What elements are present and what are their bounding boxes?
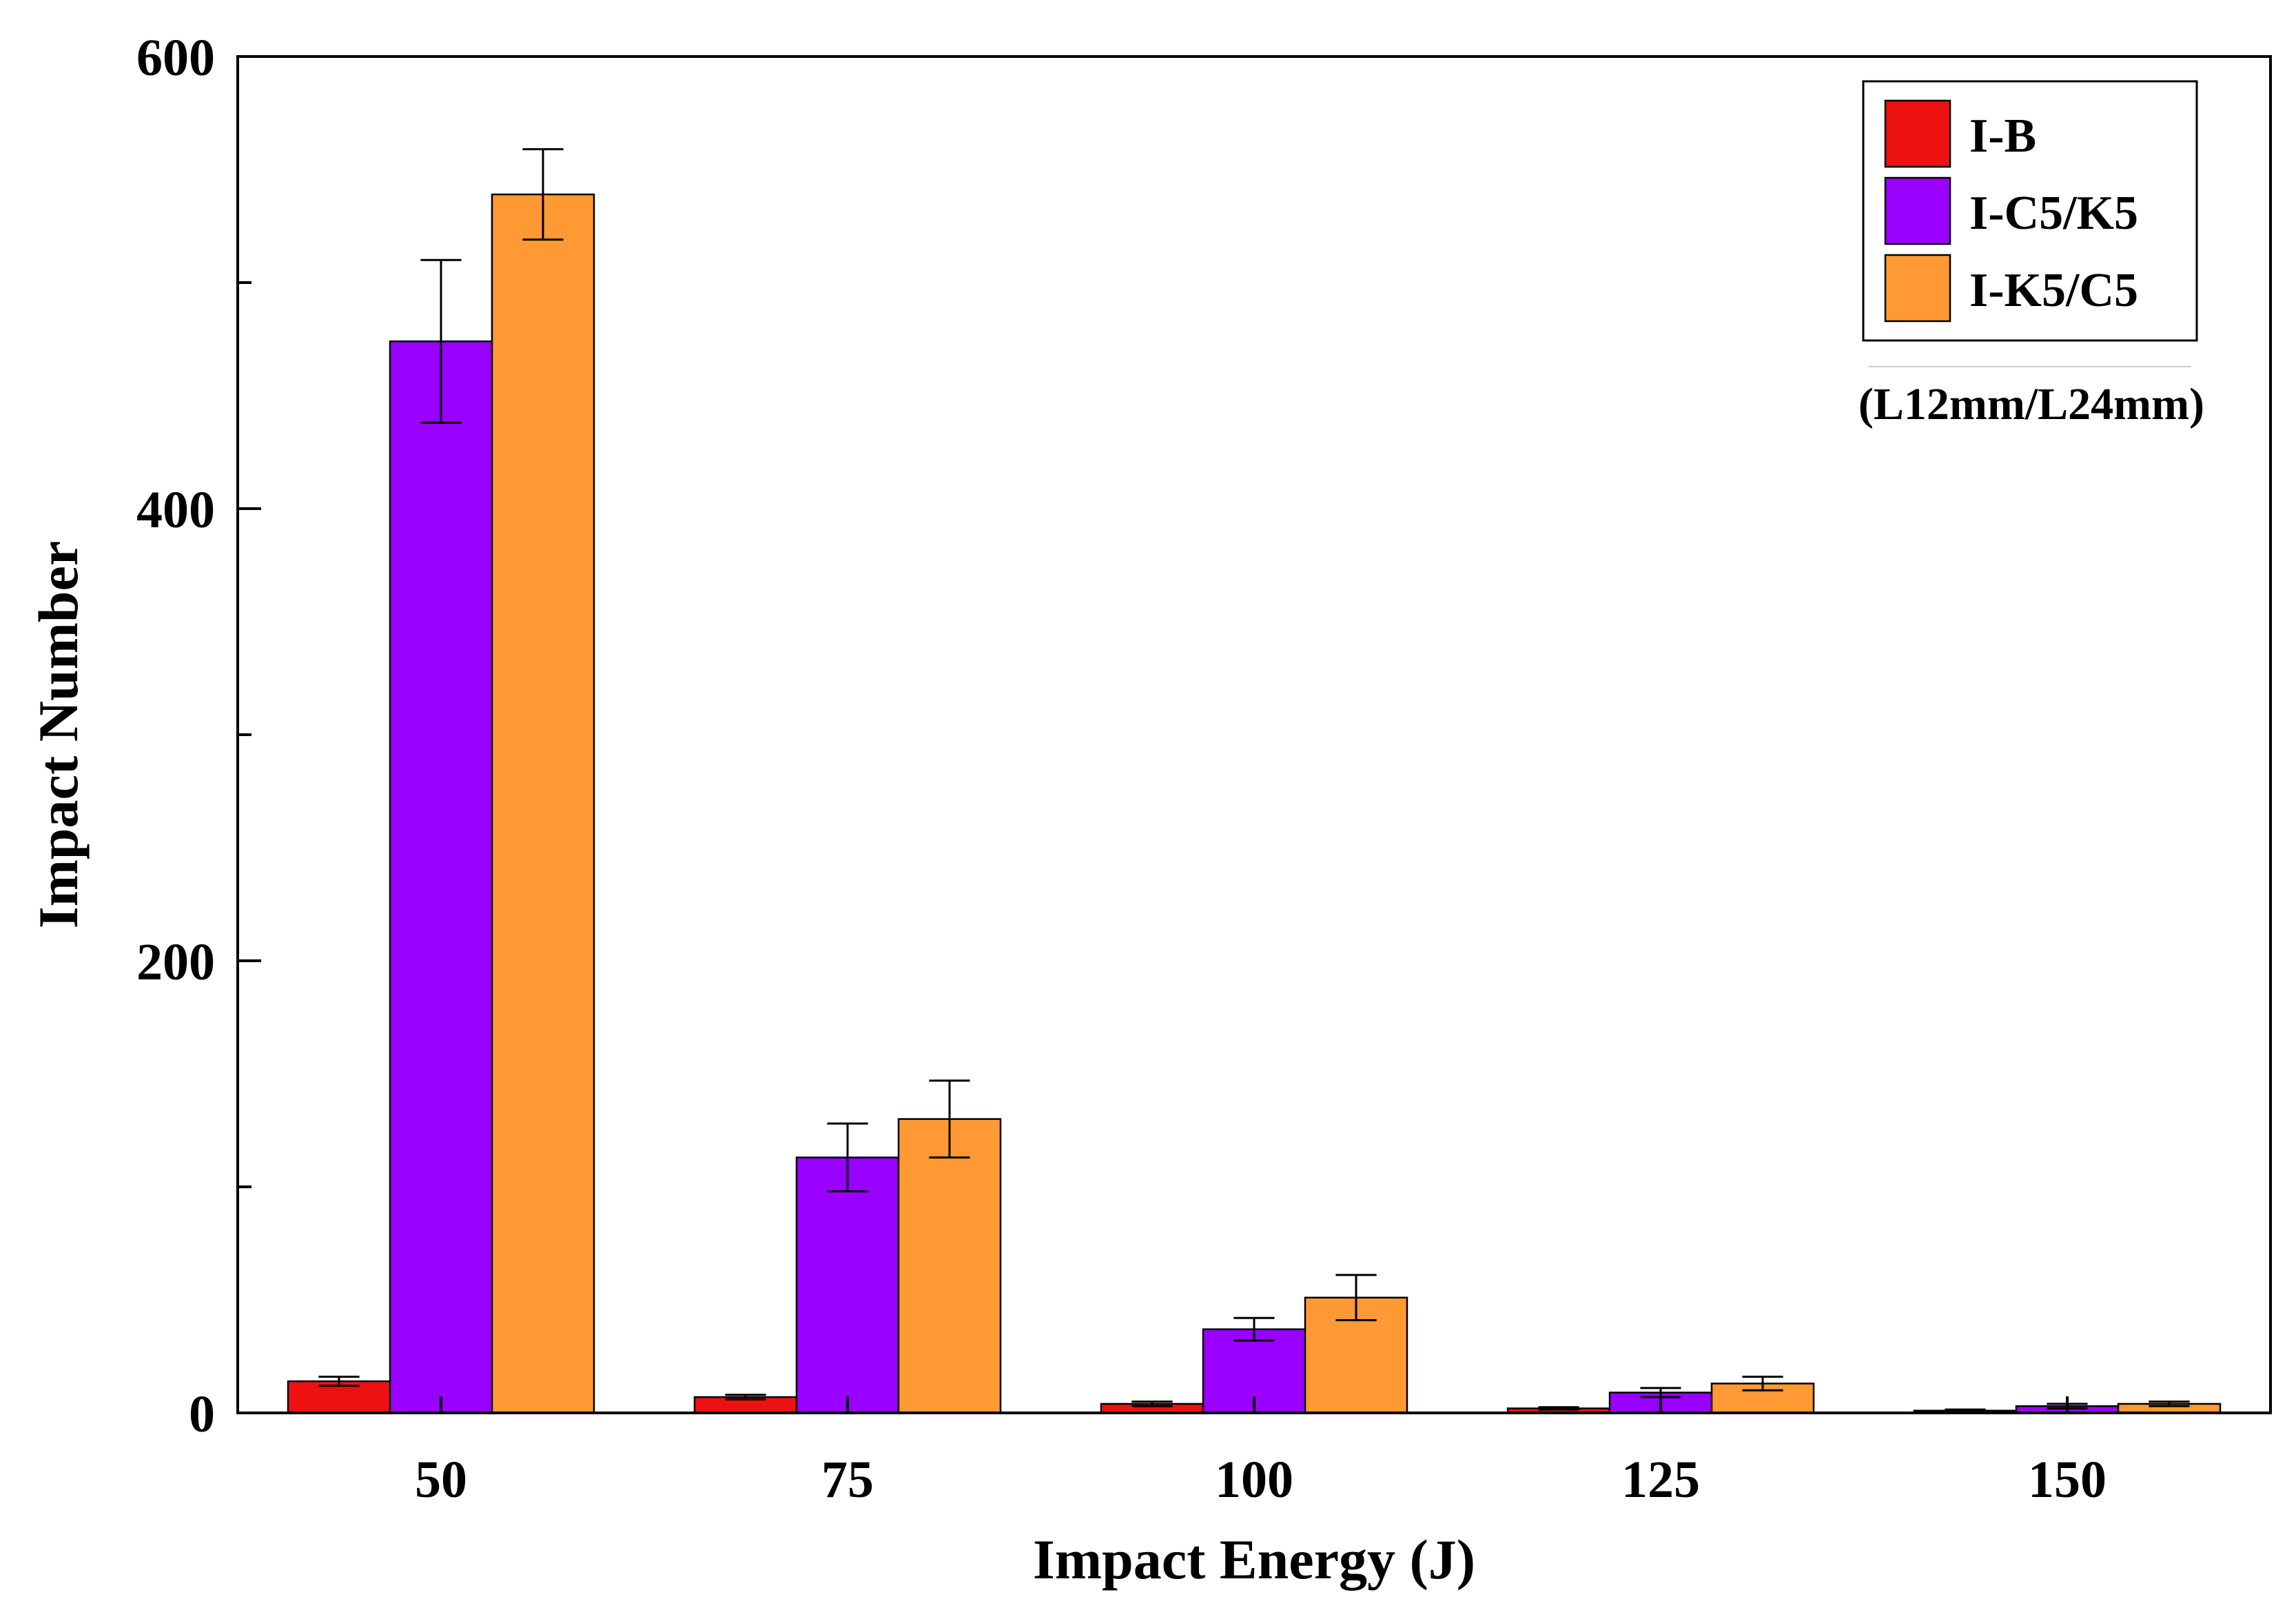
bar-i-c5-k5-50 xyxy=(389,340,493,1414)
bar-i-k5-c5-75 xyxy=(897,1118,1002,1414)
legend: I-B I-C5/K5 I-K5/C5 (L12mm/L24mm) xyxy=(1858,80,2204,429)
x-axis-title: Impact Energy (J) xyxy=(1033,1528,1475,1591)
bar-i-k5-c5-50 xyxy=(491,193,595,1414)
bars-layer xyxy=(287,193,2222,1414)
x-tick-label-75: 75 xyxy=(821,1451,874,1509)
error-bar-i-k5-c5-50 xyxy=(522,147,564,241)
y-tick-label-400: 400 xyxy=(136,481,215,539)
legend-swatch-i-c5-k5 xyxy=(1884,176,1951,245)
y-tick-label-200: 200 xyxy=(136,933,215,991)
error-bar-i-c5-k5-75 xyxy=(827,1122,868,1193)
legend-swatch-i-k5-c5 xyxy=(1884,254,1951,323)
y-tick-labels: 0 200 400 600 xyxy=(136,29,215,1443)
legend-label-i-k5-c5: I-K5/C5 xyxy=(1969,264,2138,317)
y-axis-title: Impact Number xyxy=(27,541,90,929)
ticks-layer xyxy=(238,55,2069,1414)
x-tick-label-125: 125 xyxy=(1621,1451,1700,1509)
x-tick-label-100: 100 xyxy=(1215,1451,1293,1509)
error-bar-i-c5-k5-100 xyxy=(1233,1316,1275,1342)
error-bar-i-b-125 xyxy=(1538,1406,1579,1411)
legend-swatch-i-b xyxy=(1884,99,1951,168)
error-bar-i-b-100 xyxy=(1131,1401,1173,1407)
legend-note: (L12mm/L24mm) xyxy=(1858,379,2204,429)
error-bar-i-k5-c5-125 xyxy=(1742,1376,1783,1392)
x-tick-label-150: 150 xyxy=(2028,1451,2107,1509)
y-tick-label-600: 600 xyxy=(136,29,215,87)
x-tick-label-50: 50 xyxy=(415,1451,467,1509)
y-tick-label-0: 0 xyxy=(189,1385,215,1443)
x-tick-labels: 50 75 100 125 150 xyxy=(415,1451,2107,1509)
legend-label-i-c5-k5: I-C5/K5 xyxy=(1969,187,2138,240)
bar-i-c5-k5-75 xyxy=(795,1157,900,1414)
error-bar-i-k5-c5-75 xyxy=(929,1079,970,1159)
error-bar-i-b-50 xyxy=(318,1376,360,1387)
error-bar-i-k5-c5-150 xyxy=(2149,1401,2190,1407)
error-bar-i-b-75 xyxy=(725,1394,766,1401)
legend-label-i-b: I-B xyxy=(1969,110,2036,163)
error-bar-i-k5-c5-100 xyxy=(1335,1274,1377,1322)
error-bar-i-c5-k5-50 xyxy=(420,258,462,424)
